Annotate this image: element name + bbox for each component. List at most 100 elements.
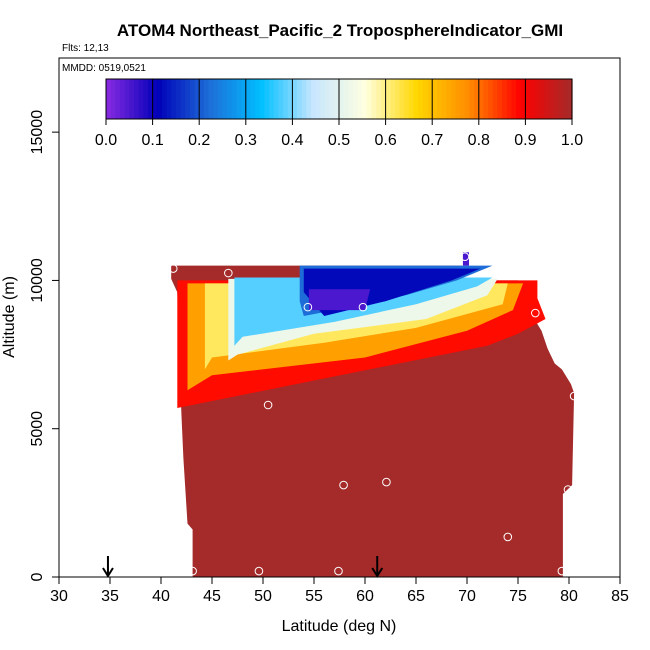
- y-tick-label: 5000: [29, 411, 46, 447]
- colorbar-swatch: [171, 79, 177, 119]
- colorbar-tick-label: 0.3: [235, 132, 257, 149]
- colorbar-swatch: [147, 79, 154, 119]
- colorbar-swatch: [283, 79, 289, 119]
- colorbar-swatch: [334, 79, 340, 119]
- observation-point: [168, 264, 178, 273]
- colorbar-swatch: [380, 79, 387, 119]
- observation-point: [503, 532, 513, 542]
- colorbar-swatch: [464, 79, 471, 119]
- x-tick-label: 35: [101, 588, 119, 605]
- colorbar-swatch: [520, 79, 526, 119]
- colorbar-swatch: [189, 79, 196, 119]
- colorbar-swatch: [161, 79, 168, 119]
- colorbar-swatch: [511, 79, 517, 119]
- colorbar-swatch: [562, 79, 568, 119]
- colorbar-swatch: [455, 79, 461, 119]
- x-tick-label: 60: [356, 588, 374, 605]
- colorbar-swatch: [404, 79, 410, 119]
- colorbar-swatch: [227, 79, 233, 119]
- colorbar-swatch: [231, 79, 238, 119]
- x-tick-label: 30: [50, 588, 68, 605]
- observation-point: [358, 302, 368, 312]
- dates-subtitle: MMDD: 0519,0521: [62, 63, 146, 74]
- chart-title: ATOM4 Northeast_Pacific_2 TroposphereInd…: [117, 21, 563, 40]
- x-tick-label: 40: [152, 588, 170, 605]
- colorbar-swatch: [413, 79, 419, 119]
- colorbar-swatch: [418, 79, 424, 119]
- colorbar-swatch: [180, 79, 186, 119]
- colorbar-swatch: [329, 79, 335, 119]
- colorbar-swatch: [255, 79, 261, 119]
- colorbar-tick-label: 1.0: [561, 132, 583, 149]
- colorbar-swatch: [250, 79, 256, 119]
- heatmap-field: [171, 252, 575, 577]
- colorbar-swatch: [450, 79, 457, 119]
- colorbar-swatch: [357, 79, 363, 119]
- colorbar-swatch: [115, 79, 121, 119]
- colorbar-tick-label: 0.5: [328, 132, 350, 149]
- colorbar-swatch: [371, 79, 377, 119]
- colorbar-swatch: [301, 79, 307, 119]
- colorbar-swatch: [446, 79, 452, 119]
- colorbar-swatch: [110, 79, 116, 119]
- field-layer-4: [234, 277, 493, 346]
- observation-point: [531, 308, 540, 318]
- colorbar-swatch: [497, 79, 503, 119]
- latitude-arrows: [102, 556, 384, 578]
- colorbar-swatch: [399, 79, 405, 119]
- colorbar-swatch: [474, 79, 480, 119]
- colorbar-swatch: [432, 79, 438, 119]
- colorbar-swatch: [539, 79, 545, 119]
- x-tick-label: 85: [611, 588, 629, 605]
- colorbar-swatch: [269, 79, 275, 119]
- x-tick-label: 70: [458, 588, 476, 605]
- colorbar-swatch: [129, 79, 135, 119]
- latitude-arrow-head: [371, 567, 384, 578]
- colorbar-swatch: [376, 79, 382, 119]
- y-tick-label: 0: [29, 572, 46, 581]
- observation-point: [563, 485, 573, 494]
- colorbar-tick-label: 0.8: [468, 132, 490, 149]
- colorbar-swatch: [124, 79, 130, 119]
- colorbar-tick-label: 0.6: [374, 132, 396, 149]
- observation-point: [334, 566, 343, 576]
- colorbar-swatch: [264, 79, 270, 119]
- colorbar-swatch: [245, 79, 252, 119]
- colorbar-swatch: [525, 79, 531, 119]
- colorbar-swatch: [185, 79, 191, 119]
- x-tick-label: 45: [203, 588, 221, 605]
- colorbar-swatch: [287, 79, 293, 119]
- colorbar-swatch: [558, 79, 564, 119]
- colorbar-swatch: [311, 79, 317, 119]
- colorbar-swatch: [320, 79, 326, 119]
- observation-point: [173, 412, 182, 422]
- colorbar-swatch: [273, 79, 280, 119]
- x-tick-label: 75: [509, 588, 527, 605]
- colorbar-tick-labels: 0.0 0.1 0.2 0.3 0.4 0.5 0.6 0.7 0.8 0.9 1.0: [95, 119, 583, 149]
- colorbar-tick-label: 0.1: [141, 132, 163, 149]
- observation-point: [339, 480, 348, 490]
- field-layer-7: [308, 289, 371, 311]
- x-tick-label: 80: [560, 588, 578, 605]
- colorbar-swatch: [366, 79, 373, 119]
- x-tick-label: 55: [305, 588, 323, 605]
- colorbar: [105, 78, 573, 120]
- colorbar-swatch: [362, 79, 368, 119]
- y-tick-label: 15000: [29, 110, 46, 155]
- observation-point: [303, 302, 313, 312]
- colorbar-swatch: [325, 79, 331, 119]
- colorbar-swatch: [492, 79, 499, 119]
- x-tick-label: 65: [407, 588, 425, 605]
- y-axis: 0 5000 10000 15000: [29, 110, 59, 581]
- colorbar-swatch: [478, 79, 485, 119]
- colorbar-swatch: [553, 79, 559, 119]
- x-tick-label: 50: [254, 588, 272, 605]
- colorbar-swatch: [339, 79, 345, 119]
- colorbar-swatch: [306, 79, 312, 119]
- observation-points: [168, 252, 579, 576]
- colorbar-swatch: [436, 79, 443, 119]
- colorbar-tick-label: 0.9: [514, 132, 536, 149]
- colorbar-swatch: [236, 79, 242, 119]
- plot-frame: [58, 57, 621, 578]
